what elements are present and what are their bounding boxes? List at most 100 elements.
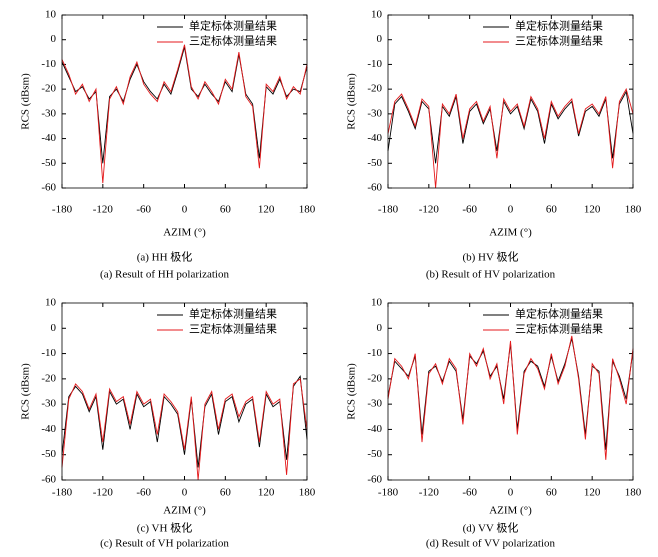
plot-frame [61,302,308,481]
x-tick-label: 0 [508,204,514,216]
x-tick-label: 180 [299,487,316,499]
y-axis-label: RCS (dBsm) [20,73,32,130]
x-axis-label: AZIM (°) [163,227,206,239]
y-tick-label: -10 [41,347,56,359]
legend-label: 三定标体测量结果 [515,34,603,48]
subplot: 10 0 -10 -20 -30 -40 -50 -60 -180 -120 -60 0 60 120 18… [20,9,316,281]
y-tick-label: -40 [367,423,382,435]
series-line [61,44,308,184]
legend-label: 三定标体测量结果 [189,322,277,336]
y-tick-label: 10 [371,9,383,21]
y-tick-label: 0 [51,33,57,45]
series-line [387,335,634,460]
y-tick-label: -30 [41,107,56,119]
x-tick-label: 60 [546,487,558,499]
caption-en: (b) Result of HV polarization [426,269,556,281]
caption-cn: (a) HH 极化 [137,250,193,264]
subplot: 100-10-20-30-40-50-60-180 -120 -60 0 60 120 18… [20,297,316,550]
y-tick-label: -50 [41,157,56,169]
y-axis-label: RCS (dBsm) [346,363,358,420]
y-tick-label: -20 [41,83,56,95]
series-line [61,46,308,164]
y-tick-label: 10 [45,9,57,21]
x-tick-label: 0 [182,204,188,216]
y-tick-label: -20 [367,372,382,384]
x-axis-label: AZIM (°) [163,505,206,517]
x-tick-label: 180 [299,204,316,216]
y-tick-label: -30 [41,398,56,410]
y-tick-label: -10 [367,347,382,359]
x-tick-label: 0 [508,487,514,499]
y-axis-label: RCS (dBsm) [20,363,32,420]
x-tick-label: 180 [625,487,642,499]
series-line [387,338,634,450]
series-line [387,87,634,189]
legend-label: 单定标体测量结果 [189,307,277,321]
y-tick-label: -50 [41,448,56,460]
legend-label: 单定标体测量结果 [189,19,277,33]
x-tick-label: 60 [220,204,232,216]
y-tick-label: 0 [377,322,383,334]
x-axis-label: AZIM (°) [489,505,532,517]
y-tick-label: -60 [367,474,382,486]
x-tick-label: -180 [52,487,73,499]
subplot: 100-10-20-30-40-50-60-180 -120 -60 0 60 120 18… [346,297,642,550]
caption-cn: (d) VV 极化 [463,521,519,535]
y-tick-label: 10 [45,297,57,309]
x-tick-label: -60 [136,487,151,499]
legend-label: 三定标体测量结果 [189,34,277,48]
y-tick-label: -10 [367,58,382,70]
x-tick-label: -120 [93,204,114,216]
x-tick-label: -180 [52,204,73,216]
x-tick-label: 60 [220,487,232,499]
y-tick-label: -60 [41,474,56,486]
y-tick-label: -40 [41,132,56,144]
y-tick-label: -30 [367,398,382,410]
x-tick-label: -60 [136,204,151,216]
y-tick-label: 0 [377,33,383,45]
x-tick-label: -120 [93,487,114,499]
y-tick-label: -40 [41,423,56,435]
y-tick-label: -40 [367,132,382,144]
x-tick-label: 180 [625,204,642,216]
y-tick-label: -60 [41,182,56,194]
x-tick-label: -120 [419,487,440,499]
plot-frame [387,302,634,481]
x-tick-label: 120 [258,487,275,499]
plot-frame [387,14,634,189]
y-tick-label: -30 [367,107,382,119]
x-tick-label: 60 [546,204,558,216]
caption-en: (d) Result of VV polarization [426,538,556,550]
y-tick-label: -50 [367,157,382,169]
subplot: 10 0 -10 -20 -30 -40 -50 -60 -180 -120 -60 0 60 120 18… [346,9,642,281]
series-line [61,375,308,468]
x-tick-label: -180 [378,487,399,499]
caption-en: (c) Result of VH polarization [100,538,229,550]
y-tick-label: -50 [367,448,382,460]
plot-frame [61,14,308,189]
x-tick-label: 120 [584,204,601,216]
x-tick-label: 120 [584,487,601,499]
y-tick-label: -10 [41,58,56,70]
x-tick-label: 120 [258,204,275,216]
y-tick-label: 0 [51,322,57,334]
caption-en: (a) Result of HH polarization [100,269,229,281]
y-axis-label: RCS (dBsm) [346,73,358,130]
y-tick-label: -20 [367,83,382,95]
x-tick-label: -60 [462,487,477,499]
legend-label: 单定标体测量结果 [515,307,603,321]
caption-cn: (c) VH 极化 [137,521,192,535]
series-line [61,378,308,481]
x-tick-label: -60 [462,204,477,216]
caption-cn: (b) HV 极化 [462,250,518,264]
x-tick-label: -180 [378,204,399,216]
legend-label: 单定标体测量结果 [515,19,603,33]
legend-label: 三定标体测量结果 [515,322,603,336]
y-tick-label: -60 [367,182,382,194]
x-tick-label: -120 [419,204,440,216]
y-tick-label: 10 [371,297,383,309]
y-tick-label: -20 [41,372,56,384]
x-axis-label: AZIM (°) [489,227,532,239]
x-tick-label: 0 [182,487,188,499]
